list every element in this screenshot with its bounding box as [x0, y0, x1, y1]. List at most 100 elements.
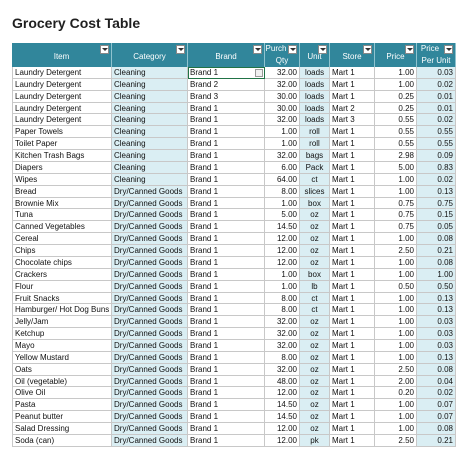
table-cell: 1.00 [375, 423, 417, 435]
header-label: Price [386, 52, 405, 61]
table-cell: Brand 1 [188, 209, 265, 222]
table-cell: Brand 1 [188, 245, 265, 257]
table-cell: 32.00 [265, 150, 300, 162]
table-cell: Cleaning [112, 161, 188, 174]
filter-button[interactable] [253, 45, 262, 54]
table-cell: 1.00 [375, 328, 417, 340]
table-cell: 0.83 [417, 161, 456, 174]
table-cell: 1.00 [375, 411, 417, 424]
table-cell: 1.00 [375, 304, 417, 317]
table-cell: 1.00 [375, 340, 417, 352]
table-cell: Mart 1 [330, 304, 375, 317]
filter-button[interactable] [318, 45, 327, 54]
table-cell: Brand 1 [188, 150, 265, 162]
table-cell: Brand 1 [188, 423, 265, 435]
table-cell: 0.02 [417, 78, 456, 91]
table-cell: Dry/Canned Goods [112, 245, 188, 257]
table-cell: ct [300, 292, 330, 305]
table-cell: Brand 1 [188, 375, 265, 388]
filter-button[interactable] [288, 45, 297, 54]
table-cell: Laundry Detergent [12, 78, 112, 91]
table-cell: Cleaning [112, 67, 188, 79]
filter-button[interactable] [100, 45, 109, 54]
header-label: Item [53, 52, 70, 61]
filter-button[interactable] [444, 45, 453, 54]
table-cell: Brand 1 [188, 328, 265, 340]
table-cell: Mart 1 [330, 209, 375, 222]
table-cell: Brand 1 [188, 138, 265, 151]
table-cell: Cleaning [112, 90, 188, 103]
cell-dropdown[interactable] [255, 69, 263, 77]
table-cell: Brand 1 [188, 411, 265, 424]
table-cell: Cleaning [112, 138, 188, 151]
table-cell: bags [300, 150, 330, 162]
table-cell: loads [300, 90, 330, 103]
table-cell: Dry/Canned Goods [112, 209, 188, 222]
table-cell: 0.02 [417, 173, 456, 186]
table-cell: 30.00 [265, 102, 300, 115]
table-cell: 0.13 [417, 292, 456, 305]
table-cell: Dry/Canned Goods [112, 221, 188, 234]
table-cell: 48.00 [265, 375, 300, 388]
table-cell: oz [300, 375, 330, 388]
table-cell: oz [300, 411, 330, 424]
sheet-title: Grocery Cost Table [12, 15, 141, 31]
table-cell: Dry/Canned Goods [112, 197, 188, 210]
table-cell: 32.00 [265, 363, 300, 376]
table-cell: 8.00 [265, 292, 300, 305]
table-cell: 0.21 [417, 434, 456, 447]
table-cell: Dry/Canned Goods [112, 375, 188, 388]
table-cell: Mart 1 [330, 423, 375, 435]
table-cell: Mart 1 [330, 161, 375, 174]
table-cell: oz [300, 245, 330, 257]
table-cell: Mart 1 [330, 387, 375, 400]
table-cell: Mart 1 [330, 268, 375, 281]
table-cell: 0.25 [375, 102, 417, 115]
table-cell: Mart 1 [330, 363, 375, 376]
table-cell: Kitchen Trash Bags [12, 150, 112, 162]
table-cell: loads [300, 102, 330, 115]
table-cell: Brownie Mix [12, 197, 112, 210]
filter-button[interactable] [405, 45, 414, 54]
table-cell: 1.00 [375, 256, 417, 269]
table-cell: Brand 1 [188, 399, 265, 412]
table-cell: Dry/Canned Goods [112, 316, 188, 329]
table-cell: Peanut butter [12, 411, 112, 424]
filter-button[interactable] [176, 45, 185, 54]
table-cell: 2.50 [375, 363, 417, 376]
table-cell: 0.55 [417, 126, 456, 139]
header-label: Per Unit [421, 56, 451, 65]
table-cell: Paper Towels [12, 126, 112, 139]
column-header: Category [112, 43, 188, 67]
table-cell: Salad Dressing [12, 423, 112, 435]
table-cell: 2.98 [375, 150, 417, 162]
table-cell: Mart 1 [330, 126, 375, 139]
table-cell: Mart 1 [330, 221, 375, 234]
table-cell: 0.07 [417, 411, 456, 424]
table-cell: 1.00 [375, 78, 417, 91]
table-cell: Mart 1 [330, 292, 375, 305]
table-cell: 0.01 [417, 90, 456, 103]
table-cell: 0.25 [375, 90, 417, 103]
table-cell: loads [300, 67, 330, 79]
table-cell: oz [300, 387, 330, 400]
table-cell: Cleaning [112, 78, 188, 91]
table-cell: 2.50 [375, 245, 417, 257]
table-cell: Dry/Canned Goods [112, 423, 188, 435]
filter-button[interactable] [363, 45, 372, 54]
table-cell: Dry/Canned Goods [112, 328, 188, 340]
table-cell: Mart 1 [330, 245, 375, 257]
table-cell: Bread [12, 185, 112, 198]
selected-cell [188, 67, 265, 79]
table-cell: 12.00 [265, 245, 300, 257]
table-cell: 1.00 [375, 173, 417, 186]
table-cell: 2.50 [375, 434, 417, 447]
table-cell: 12.00 [265, 423, 300, 435]
table-cell: 0.13 [417, 185, 456, 198]
table-cell: Brand 1 [188, 114, 265, 127]
table-cell: Mart 1 [330, 173, 375, 186]
table-cell: 0.55 [375, 138, 417, 151]
table-cell: 6.00 [265, 161, 300, 174]
table-cell: Brand 1 [188, 221, 265, 234]
table-cell: Brand 1 [188, 126, 265, 139]
